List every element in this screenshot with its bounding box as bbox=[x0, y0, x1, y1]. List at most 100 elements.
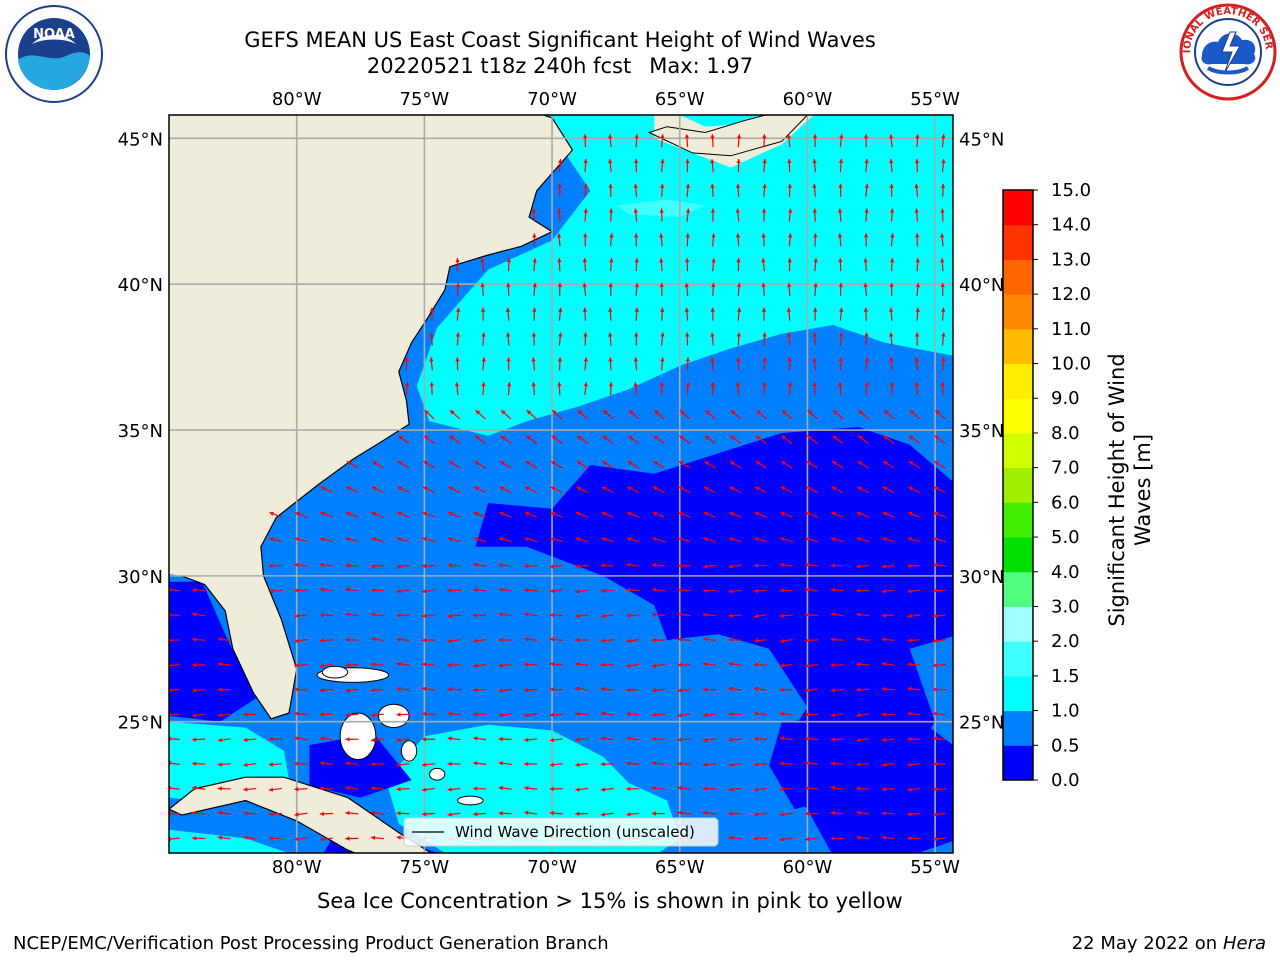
wave-region-light bbox=[615, 199, 706, 218]
wave-vector-head bbox=[907, 638, 912, 643]
wave-vector-head bbox=[812, 382, 817, 387]
coastline bbox=[181, 115, 574, 720]
colorbar-swatch-7 bbox=[1003, 502, 1033, 538]
wave-vector-head bbox=[830, 836, 835, 841]
wave-vector-head bbox=[762, 332, 767, 337]
wave-vector-head bbox=[575, 662, 580, 667]
wave-vector-head bbox=[703, 762, 708, 767]
wave-vector-head bbox=[498, 712, 503, 718]
wave-vector-head bbox=[525, 486, 530, 491]
wave-vector-head bbox=[677, 563, 682, 568]
wave-vector-head bbox=[454, 382, 460, 387]
wave-vector-head bbox=[786, 332, 792, 337]
wave-vector-head bbox=[864, 357, 869, 362]
wave-vector-head bbox=[531, 208, 536, 213]
wave-vector-head bbox=[660, 183, 665, 188]
wave-vector-head bbox=[651, 562, 657, 568]
wave-vector-head bbox=[531, 332, 537, 337]
wave-vector-head bbox=[653, 435, 659, 440]
wave-vector-head bbox=[551, 435, 557, 440]
wave-vector-head bbox=[600, 638, 606, 643]
wave-vector-head bbox=[907, 563, 912, 569]
wave-vector-head bbox=[634, 307, 639, 312]
colorbar-tick-8: 6.0 bbox=[1051, 492, 1080, 513]
colorbar-tick-1: 0.5 bbox=[1051, 735, 1080, 756]
wave-vector-head bbox=[711, 283, 716, 288]
wave-vector-head bbox=[762, 134, 767, 139]
wave-vector-head bbox=[524, 511, 530, 516]
wave-vector bbox=[169, 639, 180, 642]
wave-vector-head bbox=[423, 486, 428, 491]
colorbar-label-line1: Significant Height of Wind bbox=[1105, 353, 1129, 626]
wave-vector-head bbox=[932, 588, 937, 593]
wave-vector-head bbox=[455, 332, 461, 337]
wave-vector-head bbox=[907, 787, 912, 792]
wave-vector-head bbox=[684, 283, 689, 288]
wave-vector-head bbox=[754, 563, 758, 568]
wave-vector-head bbox=[524, 637, 529, 642]
wave-vector-head bbox=[556, 233, 562, 238]
wave-vector-head bbox=[660, 357, 665, 362]
wave-vector-head bbox=[526, 410, 532, 415]
wave-vector-head bbox=[634, 283, 640, 288]
wave-vector-head bbox=[320, 587, 325, 592]
wave-vector-head bbox=[499, 486, 505, 491]
wave-vector-head bbox=[856, 537, 861, 542]
wave-vector-head bbox=[524, 810, 529, 815]
wave-vector-head bbox=[550, 511, 555, 516]
wave-vector-head bbox=[345, 663, 350, 668]
colorbar-swatch-11 bbox=[1003, 363, 1033, 399]
wave-vector-head bbox=[934, 435, 940, 440]
wave-vector-head bbox=[371, 810, 376, 815]
wave-vector-head bbox=[703, 810, 708, 816]
island-5 bbox=[457, 795, 484, 806]
wave-vector-head bbox=[473, 511, 479, 516]
wave-vector-head bbox=[626, 711, 631, 717]
wave-vector-head bbox=[396, 787, 401, 792]
wave-vector-head bbox=[915, 307, 920, 312]
wave-vector-head bbox=[243, 712, 248, 717]
lon-tick-top-2: 70°W bbox=[527, 89, 577, 110]
wave-vector-head bbox=[830, 587, 835, 592]
wave-vector-head bbox=[396, 811, 401, 816]
wave-vector-head bbox=[941, 357, 946, 362]
wave-vector-head bbox=[422, 811, 427, 817]
wave-vector-head bbox=[582, 134, 588, 139]
wave-vector-head bbox=[396, 686, 401, 692]
wave-vector-head bbox=[830, 713, 835, 718]
wave-vector-head bbox=[735, 382, 741, 387]
wave-vector-head bbox=[371, 537, 376, 542]
wave-vector-head bbox=[557, 183, 562, 188]
wave-vector-head bbox=[602, 461, 607, 466]
wave-vector-head bbox=[762, 183, 767, 188]
wave-vector-head bbox=[755, 461, 761, 466]
wave-vector-head bbox=[192, 810, 197, 816]
wave-vector-head bbox=[320, 537, 325, 542]
wave-vector-head bbox=[455, 357, 460, 362]
colorbar-tick-16: 14.0 bbox=[1051, 215, 1091, 236]
wave-vector-head bbox=[864, 332, 869, 337]
wave-vector-head bbox=[881, 613, 886, 618]
wave-vector-head bbox=[652, 587, 657, 592]
wave-vector-head bbox=[626, 638, 631, 643]
colorbar-swatch-12 bbox=[1003, 328, 1033, 365]
wave-vector-head bbox=[473, 613, 478, 618]
colorbar-tick-6: 4.0 bbox=[1051, 562, 1080, 583]
wave-vector-head bbox=[756, 410, 761, 415]
wave-vector-head bbox=[575, 511, 581, 516]
wave-vector-head bbox=[447, 638, 452, 643]
colorbar-swatch-15 bbox=[1003, 224, 1033, 260]
wave-vector-head bbox=[583, 183, 589, 188]
wave-vector-head bbox=[551, 461, 556, 466]
wave-vector-head bbox=[557, 357, 563, 362]
wave-vector-head bbox=[660, 332, 665, 337]
wave-vector-head bbox=[268, 787, 274, 792]
wave-vector-head bbox=[634, 233, 639, 238]
wave-vector-head bbox=[677, 810, 682, 815]
wave-vector-head bbox=[805, 761, 810, 766]
wave-vector-head bbox=[319, 612, 324, 618]
wave-vector-head bbox=[830, 761, 835, 766]
wave-vector-head bbox=[549, 737, 555, 743]
wave-vector-head bbox=[780, 486, 786, 491]
